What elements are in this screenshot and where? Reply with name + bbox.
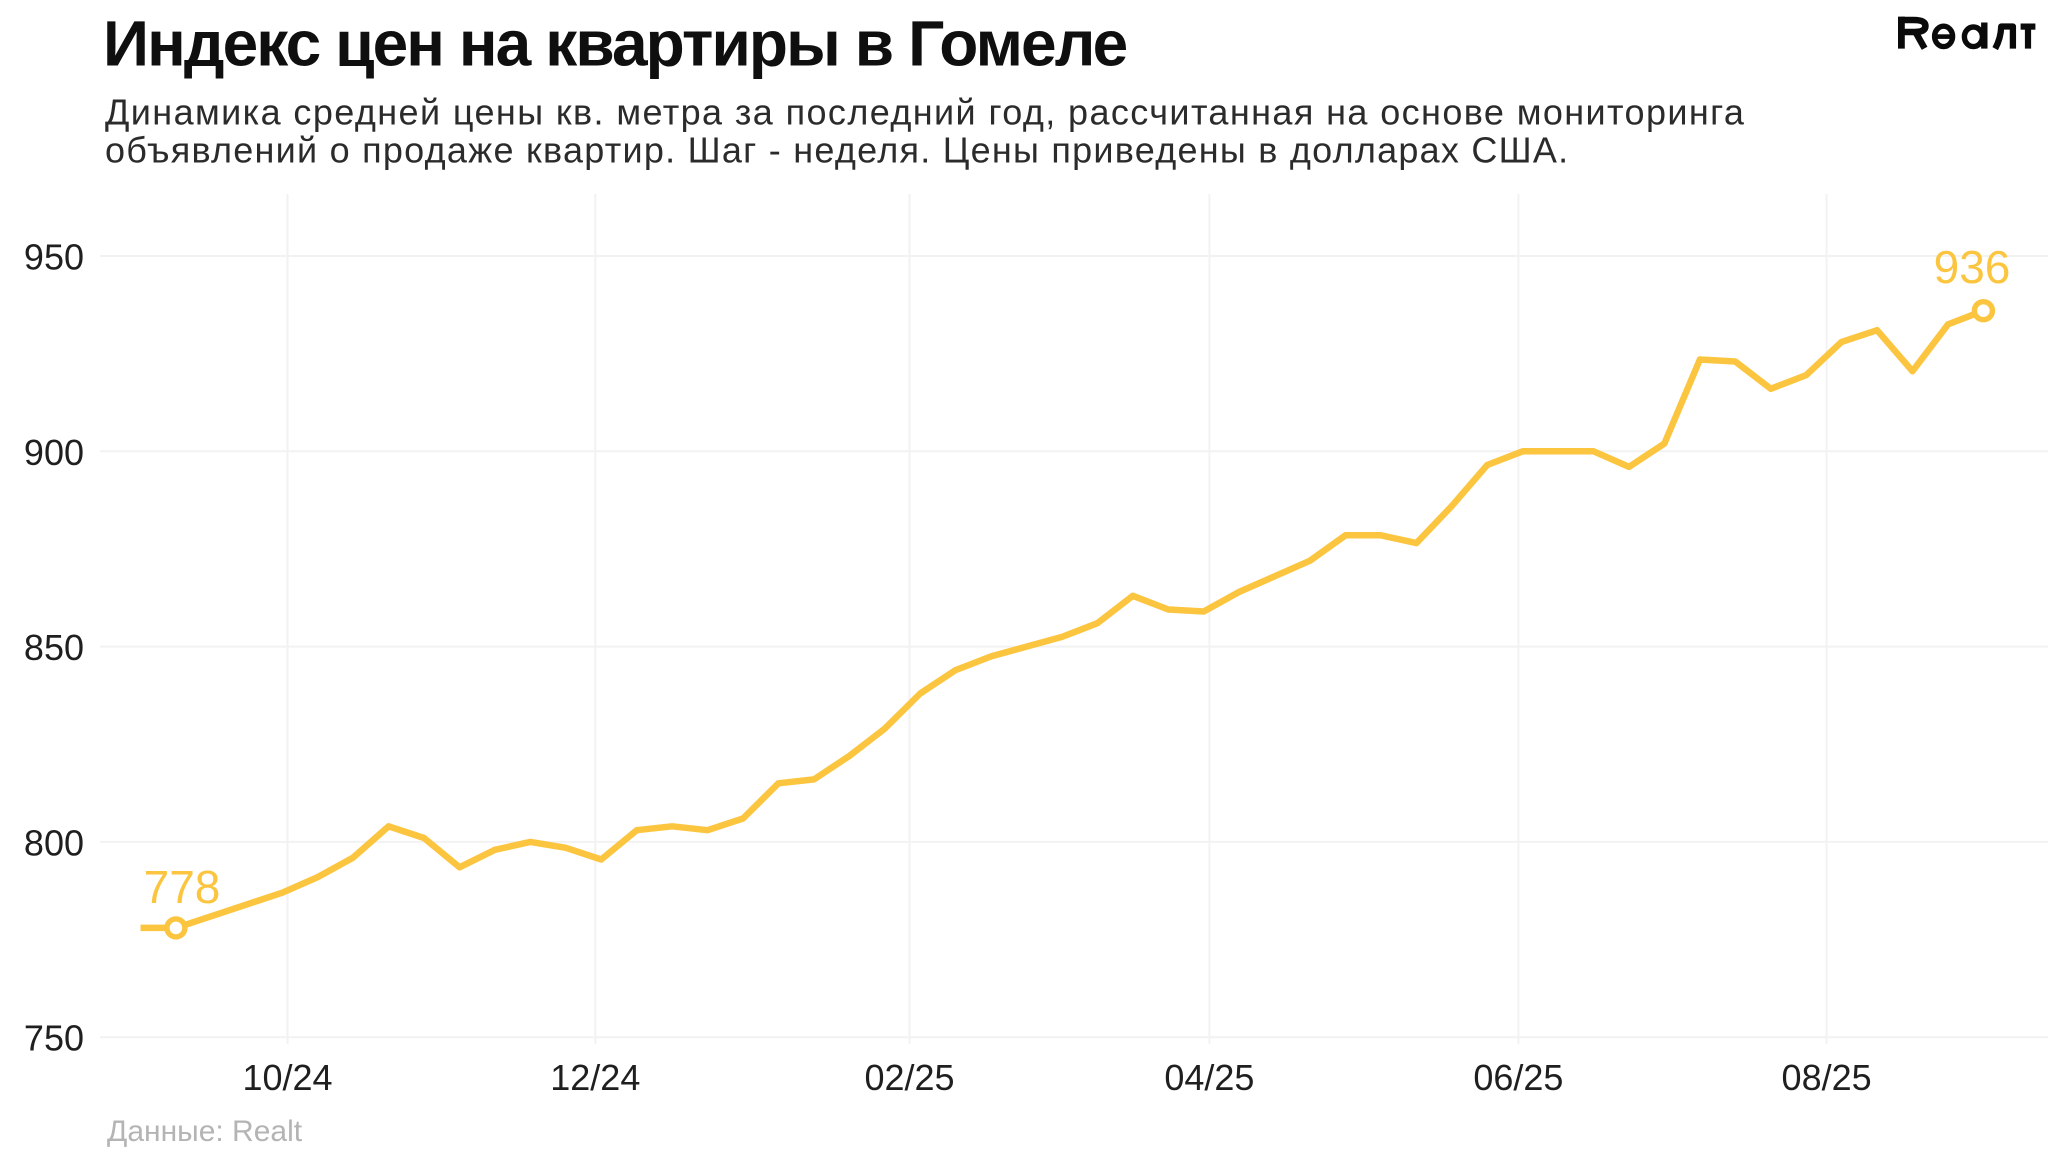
svg-text:12/24: 12/24 bbox=[550, 1057, 640, 1098]
svg-text:объявлений о продаже квартир.: объявлений о продаже квартир. Шаг - неде… bbox=[105, 130, 1569, 171]
svg-text:778: 778 bbox=[144, 861, 221, 913]
svg-text:Динамика средней цены кв. метр: Динамика средней цены кв. метра за после… bbox=[105, 92, 1745, 133]
svg-text:800: 800 bbox=[24, 822, 84, 863]
svg-text:900: 900 bbox=[24, 432, 84, 473]
svg-text:Индекс цен на квартиры в Гомел: Индекс цен на квартиры в Гомеле bbox=[103, 8, 1127, 80]
svg-text:04/25: 04/25 bbox=[1164, 1057, 1254, 1098]
svg-text:936: 936 bbox=[1934, 241, 2011, 293]
svg-text:Данные: Realt: Данные: Realt bbox=[107, 1115, 303, 1148]
svg-text:08/25: 08/25 bbox=[1782, 1057, 1872, 1098]
svg-text:02/25: 02/25 bbox=[864, 1057, 954, 1098]
svg-text:850: 850 bbox=[24, 627, 84, 668]
svg-text:950: 950 bbox=[24, 237, 84, 278]
svg-text:750: 750 bbox=[24, 1018, 84, 1059]
svg-text:10/24: 10/24 bbox=[242, 1057, 332, 1098]
svg-text:06/25: 06/25 bbox=[1473, 1057, 1563, 1098]
